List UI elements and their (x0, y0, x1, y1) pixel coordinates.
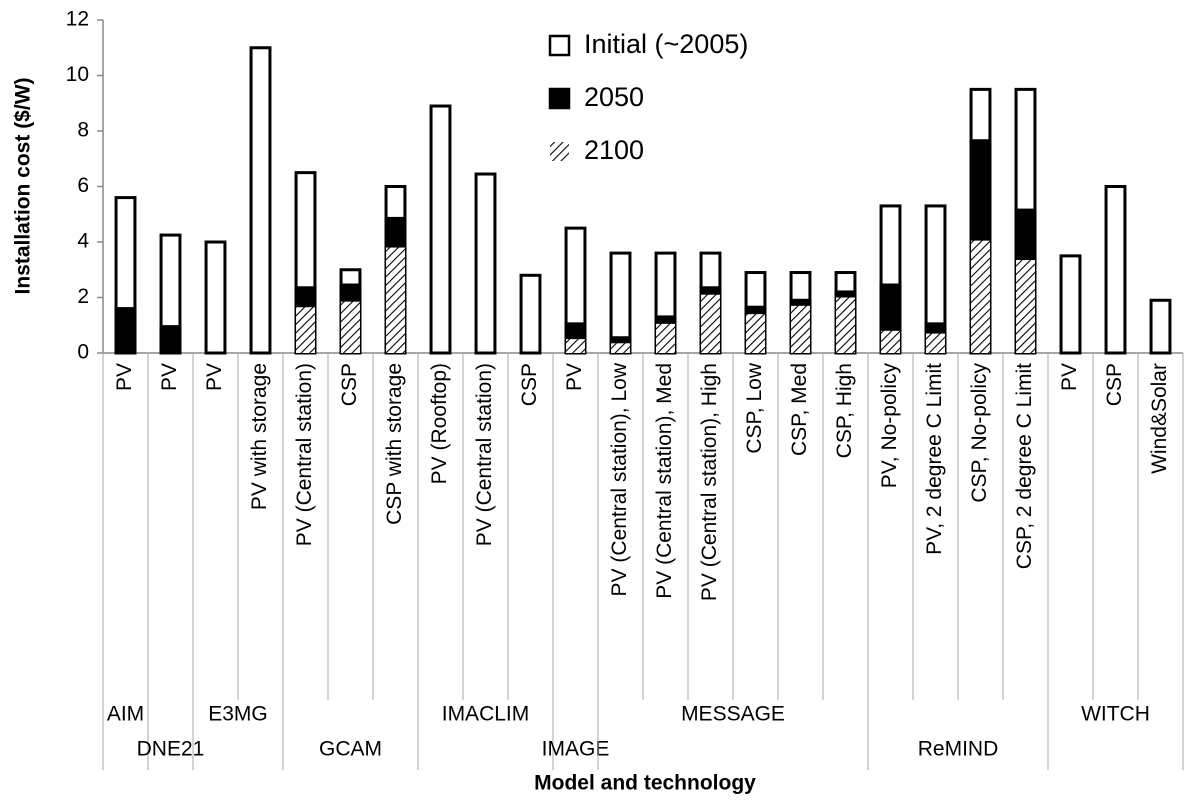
y-tick-label: 10 (66, 63, 89, 86)
y-tick-label: 6 (77, 174, 89, 197)
x-tick-label: CSP (338, 363, 361, 406)
bar (881, 330, 900, 353)
x-tick-label: PV (Central station), High (698, 363, 721, 601)
legend-label: 2100 (584, 135, 644, 165)
bar (1059, 254, 1082, 355)
bar (474, 172, 497, 355)
x-tick-label: PV (Central station), Low (608, 362, 631, 596)
group-label: IMACLIM (442, 703, 530, 726)
bar (746, 314, 765, 353)
legend-swatch (548, 87, 571, 110)
legend-label: 2050 (584, 82, 644, 112)
bar (701, 294, 720, 353)
bar (611, 343, 630, 353)
x-tick-label: PV (Rooftop) (428, 363, 451, 484)
group-label: DNE21 (137, 738, 205, 761)
legend-swatch (548, 34, 571, 57)
bar (429, 104, 452, 355)
group-label: E3MG (208, 703, 268, 726)
x-tick-label: PV (203, 363, 226, 391)
x-tick-label: PV (158, 363, 181, 391)
x-tick-label: PV (113, 363, 136, 391)
group-label: MESSAGE (681, 703, 785, 726)
bar (656, 323, 675, 353)
bar (341, 301, 360, 353)
x-tick-label: CSP, High (833, 363, 856, 458)
x-tick-label: CSP (518, 363, 541, 406)
bar (926, 333, 945, 353)
bar (114, 307, 137, 355)
group-label: WITCH (1081, 703, 1150, 726)
bar (1104, 185, 1127, 355)
bar (791, 305, 810, 353)
x-tick-label: PV, 2 degree C Limit (923, 363, 946, 555)
y-tick-label: 12 (66, 8, 89, 31)
x-tick-label: CSP, Med (788, 363, 811, 456)
bar (971, 240, 990, 353)
x-tick-label: CSP, Low (743, 362, 766, 453)
bar (1149, 298, 1172, 355)
x-tick-label: CSP with storage (383, 363, 406, 525)
bar (836, 297, 855, 353)
bar (1016, 260, 1035, 353)
x-tick-label: PV (Central station) (473, 363, 496, 546)
bar (249, 46, 272, 355)
x-tick-label: CSP (1103, 363, 1126, 406)
y-tick-label: 0 (77, 341, 89, 364)
legend-label: Initial (~2005) (584, 29, 748, 59)
bar (519, 273, 542, 355)
x-tick-label: PV with storage (248, 363, 271, 510)
bar (159, 325, 182, 355)
y-tick-label: 2 (77, 285, 89, 308)
bar (204, 240, 227, 355)
x-tick-label: PV (563, 363, 586, 391)
x-tick-label: PV (Central station) (293, 363, 316, 546)
y-tick-label: 4 (77, 230, 89, 253)
bar (296, 307, 315, 353)
group-label: ReMIND (918, 738, 999, 761)
bar (566, 339, 585, 353)
y-axis-title: Installation cost ($/W) (12, 77, 35, 294)
x-tick-label: PV, No-policy (878, 363, 901, 489)
bar (386, 247, 405, 353)
x-tick-label: CSP, No-policy (968, 363, 991, 503)
x-tick-label: Wind&Solar (1148, 363, 1171, 474)
legend-swatch (550, 142, 569, 161)
group-label: AIM (107, 703, 144, 726)
x-tick-label: PV (1058, 363, 1081, 391)
group-label: GCAM (319, 738, 382, 761)
y-tick-label: 8 (77, 119, 89, 142)
x-tick-label: CSP, 2 degree C Limit (1013, 363, 1036, 569)
x-axis-title: Model and technology (534, 772, 756, 795)
x-tick-label: PV (Central station), Med (653, 363, 676, 599)
group-label: IMAGE (542, 738, 610, 761)
